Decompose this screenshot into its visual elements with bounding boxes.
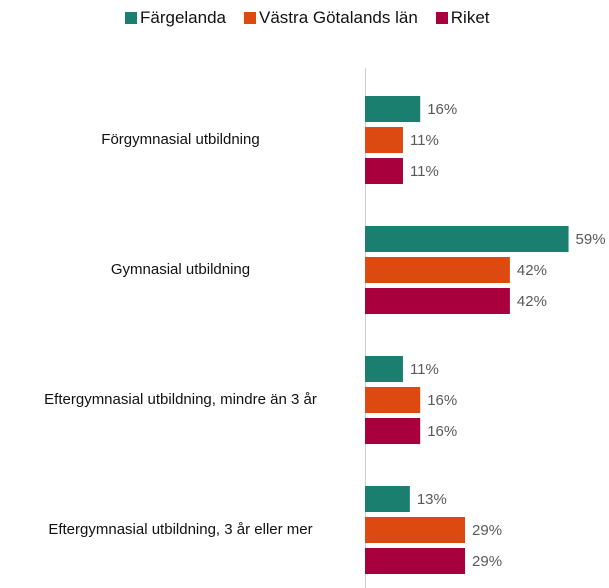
bar — [365, 517, 466, 543]
bar — [365, 96, 421, 122]
bar — [365, 288, 510, 314]
category-label: Eftergymnasial utbildning, mindre än 3 å… — [44, 391, 317, 408]
bar — [365, 418, 421, 444]
legend-label: Riket — [450, 8, 490, 27]
data-label: 16% — [427, 392, 457, 409]
bar — [365, 356, 403, 382]
data-label: 16% — [427, 101, 457, 118]
legend-label: Västra Götalands län — [259, 8, 418, 27]
legend: Färgelanda Västra Götalands län Riket — [125, 8, 508, 28]
data-label: 11% — [410, 163, 439, 180]
legend-label: Färgelanda — [140, 8, 227, 27]
data-label: 42% — [517, 293, 547, 310]
legend-item: Västra Götalands län — [244, 8, 418, 28]
category-label: Gymnasial utbildning — [110, 261, 251, 278]
legend-item: Färgelanda — [125, 8, 226, 28]
data-label: 11% — [410, 132, 439, 149]
bar — [365, 486, 410, 512]
bar — [365, 548, 466, 574]
data-label: 13% — [417, 491, 447, 508]
legend-swatch — [435, 12, 448, 24]
category-label: Förgymnasial utbildning — [101, 131, 260, 148]
legend-item: Riket — [435, 8, 490, 28]
legend-swatch — [244, 12, 257, 24]
bar — [365, 257, 510, 283]
bar — [365, 387, 421, 413]
bar — [365, 158, 403, 184]
data-label: 29% — [472, 522, 502, 539]
data-label: 42% — [517, 262, 547, 279]
bar — [365, 226, 569, 252]
data-label: 11% — [410, 361, 439, 378]
bar — [365, 127, 403, 153]
data-label: 16% — [427, 423, 457, 440]
data-label: 29% — [472, 553, 502, 570]
category-label: Eftergymnasial utbildning, 3 år eller me… — [48, 521, 313, 538]
legend-swatch — [125, 12, 137, 24]
data-label: 59% — [576, 231, 606, 248]
